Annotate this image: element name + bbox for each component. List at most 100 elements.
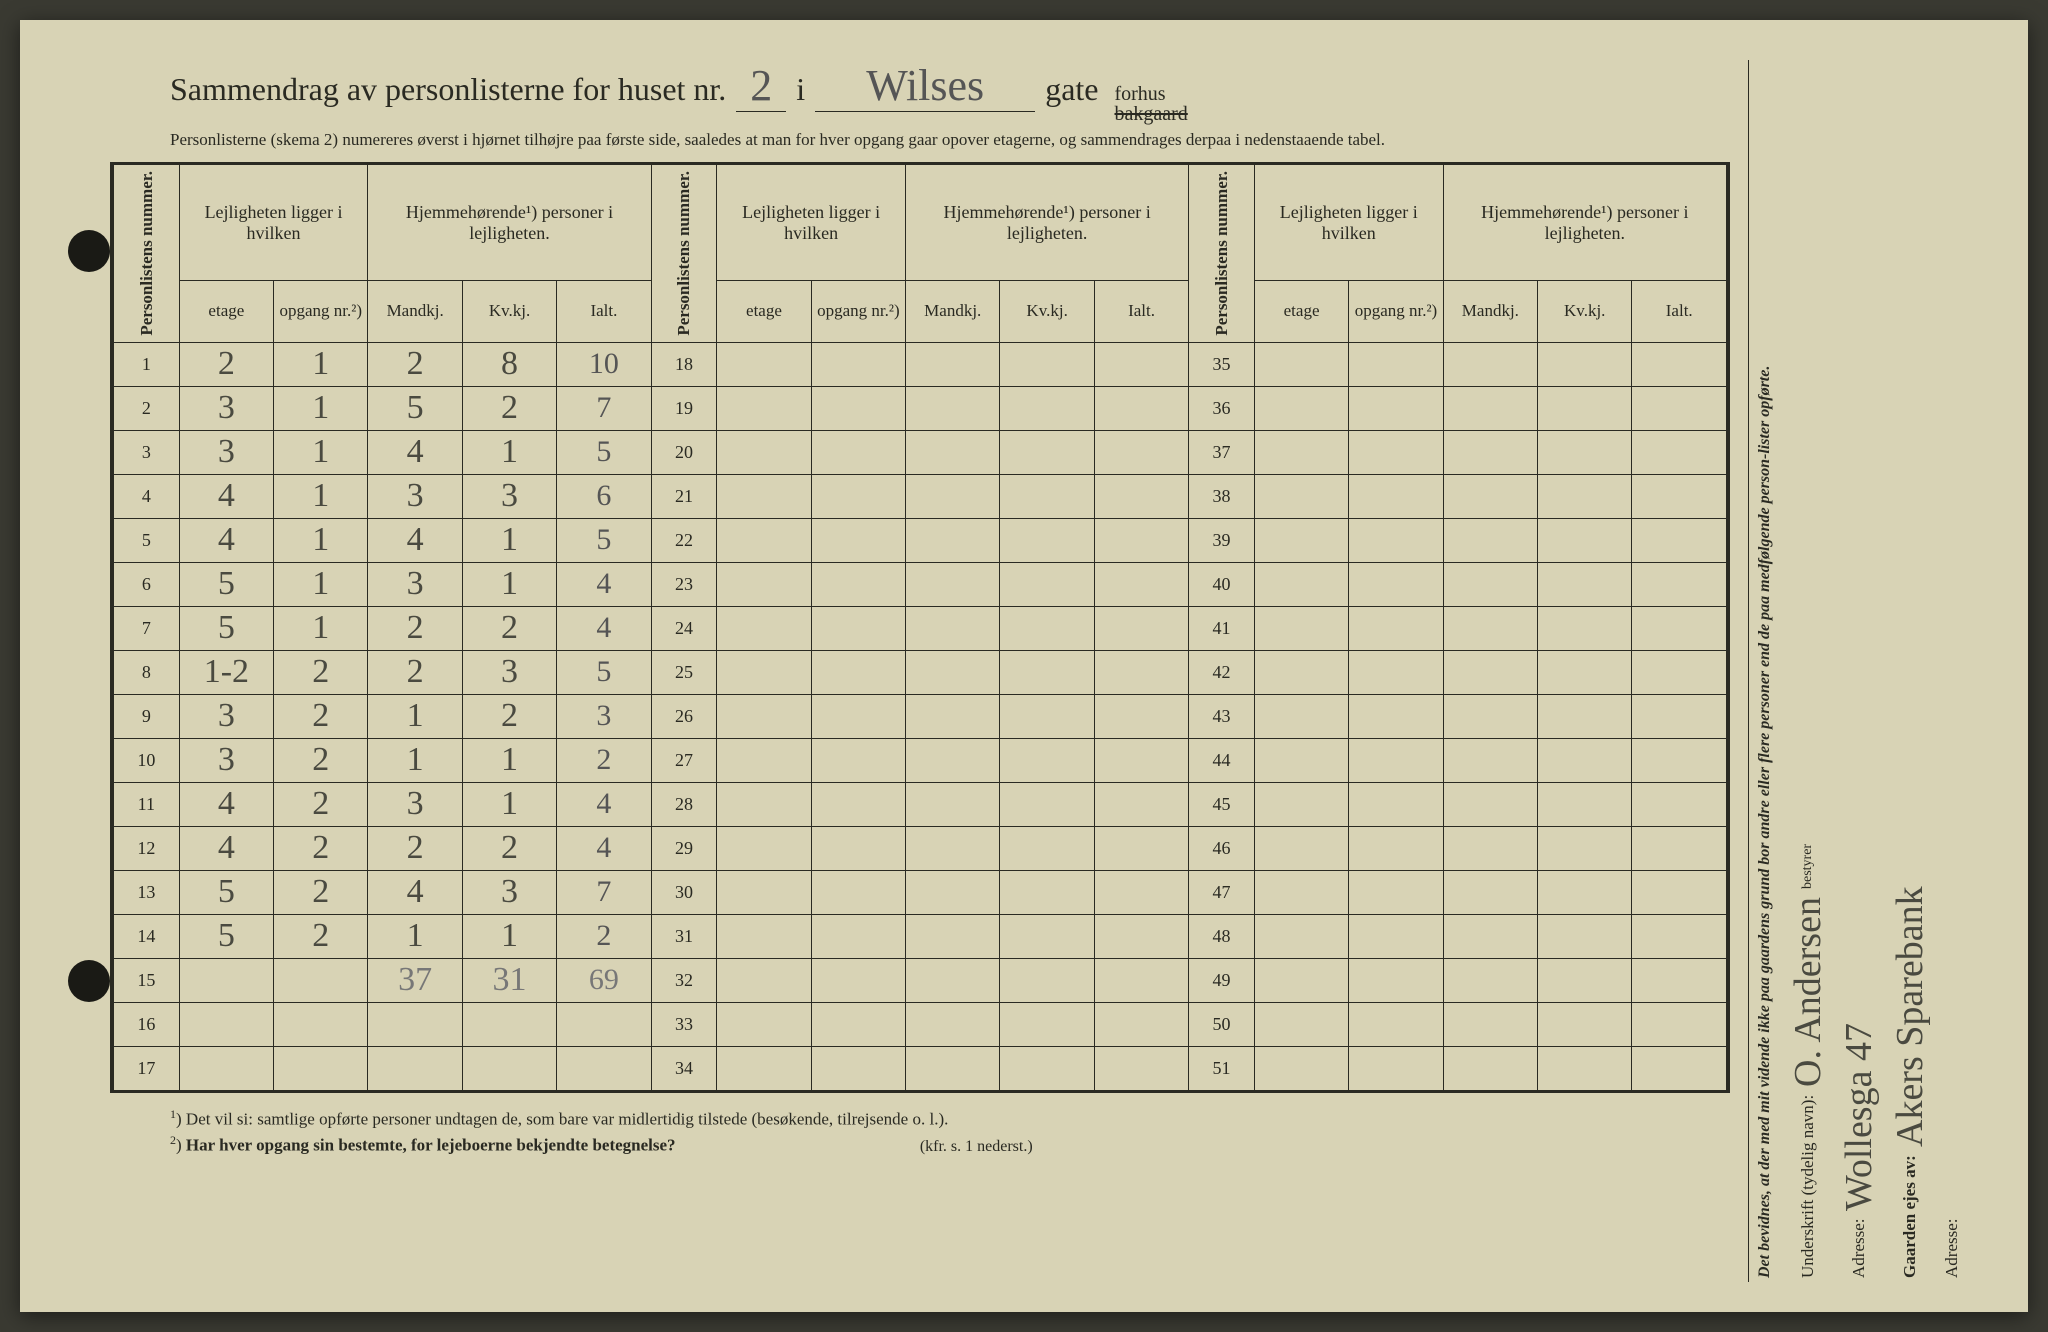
col-mandkj: Mandkj. [906,281,1000,342]
cell-empty [1632,430,1727,474]
cell-mandkj: 37 [368,958,462,1002]
cell-etage: 3 [179,738,273,782]
cell-empty [1443,650,1537,694]
cell-empty [1443,738,1537,782]
cell-empty [1538,782,1632,826]
cell-empty [717,1002,811,1046]
cell-empty [1443,914,1537,958]
cell-kvkj [462,1046,556,1090]
cell-empty [1632,518,1727,562]
cell-opgang: 1 [274,518,368,562]
table-row: 173451 [114,1046,1727,1090]
cell-empty [1538,958,1632,1002]
cell-etage: 4 [179,518,273,562]
row-number: 35 [1189,342,1255,386]
cell-empty [906,782,1000,826]
cell-mandkj: 3 [368,562,462,606]
cell-empty [906,1002,1000,1046]
cell-ialt: 7 [557,870,651,914]
table-row: 10321122744 [114,738,1727,782]
cell-ialt: 4 [557,782,651,826]
bakgaard-label: bakgaard [1114,104,1187,124]
cell-empty [1443,1002,1537,1046]
cell-etage: 4 [179,474,273,518]
col-kvkj: Kv.kj. [1000,281,1094,342]
col-hjemme: Hjemmehørende¹) personer i lejligheten. [1443,165,1726,281]
table-row: 2315271936 [114,386,1727,430]
cell-empty [1349,518,1443,562]
cell-empty [1094,342,1188,386]
col-lejligheten: Lejligheten ligger i hvilken [717,165,906,281]
row-number: 6 [114,562,180,606]
title-part3: gate [1045,71,1098,108]
row-number: 12 [114,826,180,870]
row-number: 40 [1189,562,1255,606]
table-row: 153731693249 [114,958,1727,1002]
cell-empty [1000,474,1094,518]
row-number: 44 [1189,738,1255,782]
cell-empty [717,474,811,518]
cell-empty [1254,650,1348,694]
cell-empty [1443,870,1537,914]
main-content: Sammendrag av personlisterne for huset n… [110,60,1730,1282]
row-number: 42 [1189,650,1255,694]
row-number: 34 [651,1046,717,1090]
cell-empty [1538,518,1632,562]
cell-empty [1254,562,1348,606]
cell-empty [1538,562,1632,606]
row-number: 3 [114,430,180,474]
cell-empty [906,386,1000,430]
col-hjemme: Hjemmehørende¹) personer i lejligheten. [906,165,1189,281]
footnote-2: 2) Har hver opgang sin bestemte, for lej… [170,1133,1730,1156]
cell-empty [811,518,905,562]
cell-opgang: 2 [274,826,368,870]
row-number: 43 [1189,694,1255,738]
row-number: 14 [114,914,180,958]
cell-empty [1000,430,1094,474]
cell-empty [1538,826,1632,870]
row-number: 8 [114,650,180,694]
cell-empty [1538,1046,1632,1090]
cell-empty [1443,562,1537,606]
cell-empty [1254,430,1348,474]
cell-empty [1254,694,1348,738]
col-hjemme: Hjemmehørende¹) personer i lejligheten. [368,165,651,281]
row-number: 47 [1189,870,1255,914]
col-ialt: Ialt. [1094,281,1188,342]
cell-empty [1349,958,1443,1002]
cell-empty [1632,650,1727,694]
cell-empty [906,518,1000,562]
cell-empty [1094,386,1188,430]
title-row: Sammendrag av personlisterne for huset n… [110,60,1730,124]
cell-mandkj: 1 [368,738,462,782]
cell-empty [1538,650,1632,694]
cell-empty [1349,474,1443,518]
cell-empty [1632,914,1727,958]
row-number: 31 [651,914,717,958]
col-opgang: opgang nr.²) [811,281,905,342]
row-number: 21 [651,474,717,518]
cell-empty [906,870,1000,914]
cell-empty [811,694,905,738]
cell-empty [1000,650,1094,694]
cell-opgang: 1 [274,562,368,606]
cell-opgang [274,958,368,1002]
col-etage: etage [179,281,273,342]
cell-empty [906,606,1000,650]
cell-opgang: 2 [274,694,368,738]
row-number: 22 [651,518,717,562]
cell-empty [906,914,1000,958]
cell-empty [906,474,1000,518]
cell-mandkj [368,1046,462,1090]
cell-opgang: 2 [274,650,368,694]
cell-empty [717,958,811,1002]
cell-kvkj: 8 [462,342,556,386]
cell-empty [1000,694,1094,738]
cell-empty [1349,342,1443,386]
footnote-1: 1) Det vil si: samtlige opførte personer… [170,1107,1730,1130]
cell-empty [1632,958,1727,1002]
cell-opgang: 1 [274,474,368,518]
row-number: 41 [1189,606,1255,650]
row-number: 15 [114,958,180,1002]
cell-empty [906,826,1000,870]
